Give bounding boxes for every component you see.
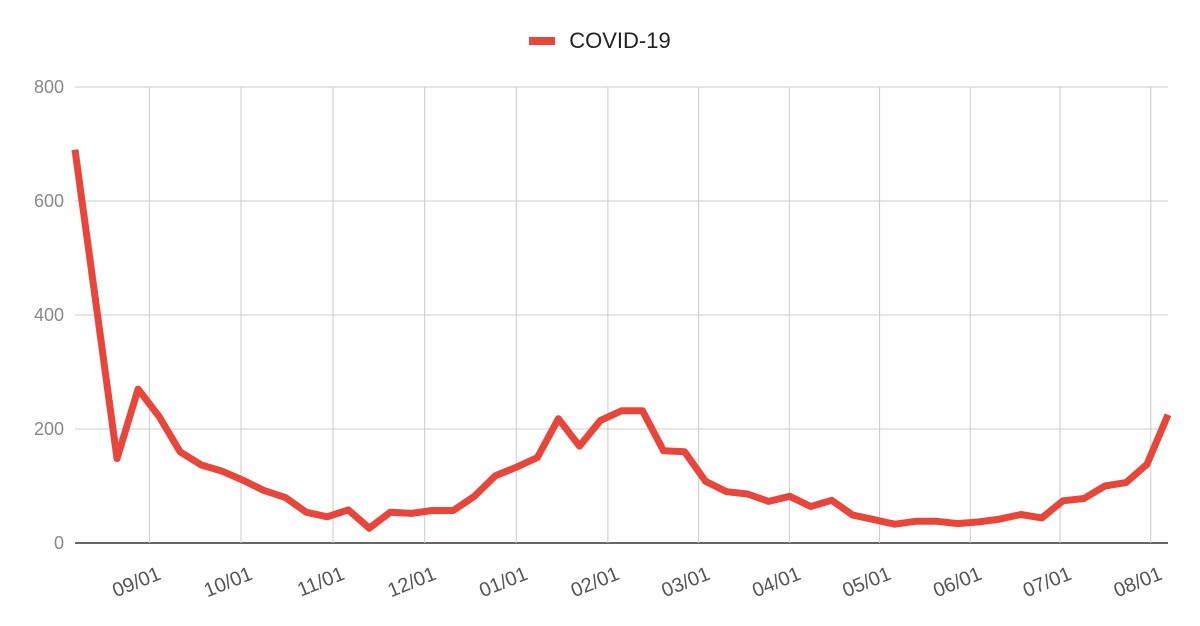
data-point — [1039, 515, 1044, 520]
data-point — [367, 526, 372, 531]
data-point — [346, 507, 351, 512]
x-tick-label: 08/01 — [1111, 563, 1166, 602]
data-point — [493, 473, 498, 478]
data-point — [325, 514, 330, 519]
data-point — [577, 444, 582, 449]
data-point — [136, 387, 141, 392]
data-point — [199, 462, 204, 467]
data-point — [661, 448, 666, 453]
x-tick-label: 02/01 — [568, 563, 623, 602]
data-point — [766, 499, 771, 504]
data-point — [745, 491, 750, 496]
x-tick-label: 09/01 — [109, 563, 164, 602]
data-point — [619, 408, 624, 413]
x-tick-label: 06/01 — [930, 563, 985, 602]
data-point — [976, 519, 981, 524]
x-tick-label: 03/01 — [659, 563, 714, 602]
data-point — [178, 449, 183, 454]
data-point — [850, 513, 855, 518]
data-point — [1018, 512, 1023, 517]
data-point — [1123, 480, 1128, 485]
x-tick-label: 11/01 — [294, 563, 347, 602]
data-point — [115, 456, 120, 461]
x-tick-label: 07/01 — [1020, 563, 1075, 602]
x-tick-label: 01/01 — [476, 563, 531, 602]
data-point — [1081, 496, 1086, 501]
x-tick-label: 05/01 — [840, 563, 895, 602]
y-tick-label: 0 — [54, 533, 64, 553]
data-point — [829, 498, 834, 503]
data-point — [598, 418, 603, 423]
x-tick-label: 12/01 — [385, 563, 440, 602]
data-point — [724, 489, 729, 494]
y-tick-label: 200 — [34, 419, 64, 439]
data-point — [913, 519, 918, 524]
x-tick-label: 04/01 — [749, 563, 804, 602]
data-point — [1060, 498, 1065, 503]
data-point — [871, 517, 876, 522]
data-point — [451, 508, 456, 513]
data-point — [556, 416, 561, 421]
legend-label: COVID-19 — [569, 28, 671, 53]
legend-swatch — [529, 37, 556, 45]
x-tick-label: 10/01 — [201, 563, 256, 602]
data-point — [262, 488, 267, 493]
data-point — [682, 449, 687, 454]
data-point — [703, 479, 708, 484]
data-point — [1144, 462, 1149, 467]
y-tick-label: 400 — [34, 305, 64, 325]
data-point — [241, 478, 246, 483]
data-point — [94, 301, 99, 306]
data-point — [304, 510, 309, 515]
data-point — [73, 147, 78, 152]
data-point — [220, 469, 225, 474]
data-point — [283, 495, 288, 500]
data-point — [640, 408, 645, 413]
data-point — [1166, 412, 1171, 417]
data-point — [472, 494, 477, 499]
y-tick-label: 600 — [34, 191, 64, 211]
data-point — [892, 522, 897, 527]
data-point — [934, 519, 939, 524]
data-point — [514, 465, 519, 470]
y-tick-label: 800 — [34, 77, 64, 97]
data-point — [808, 504, 813, 509]
data-point — [535, 455, 540, 460]
series-line-covid-19 — [71, 149, 1172, 532]
legend: COVID-19 — [0, 28, 1200, 54]
data-point — [409, 511, 414, 516]
data-point — [157, 414, 162, 419]
data-point — [388, 510, 393, 515]
data-point — [955, 521, 960, 526]
data-point — [430, 508, 435, 513]
data-point — [787, 494, 792, 499]
data-point — [997, 517, 1002, 522]
data-point — [1102, 484, 1107, 489]
